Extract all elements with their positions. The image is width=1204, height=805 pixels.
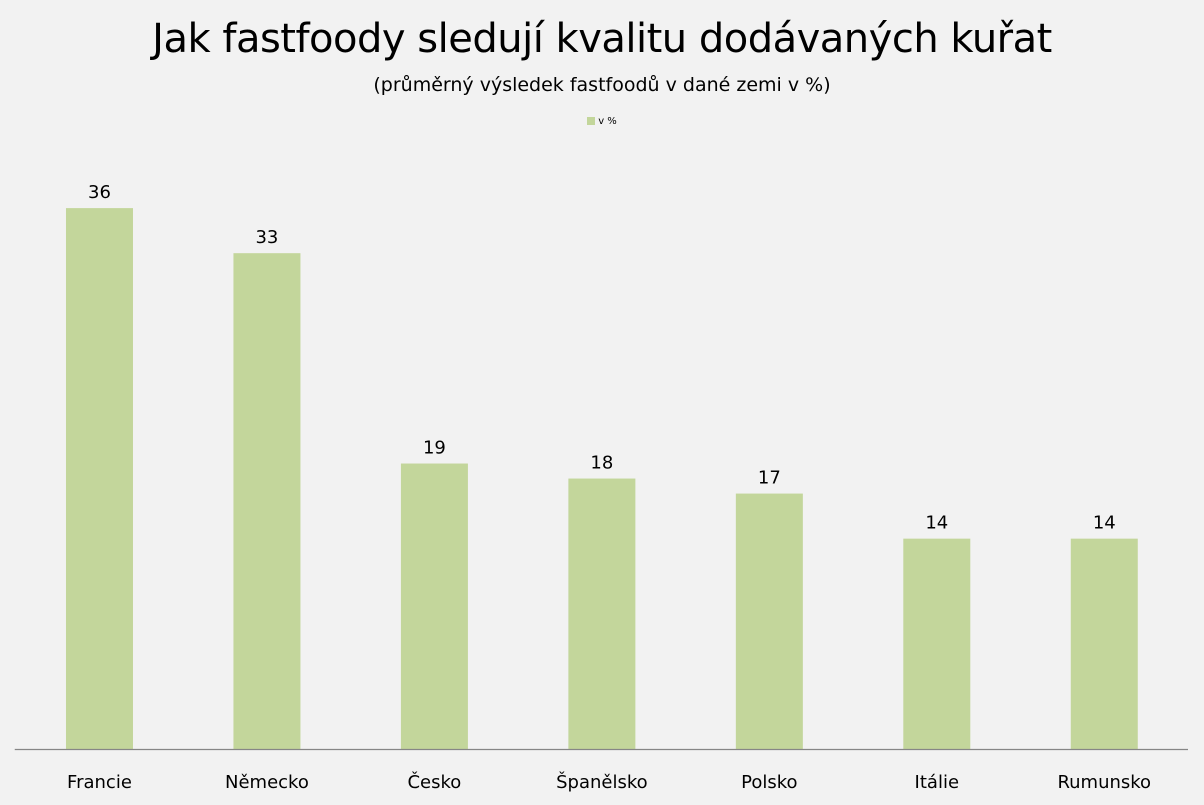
- legend-swatch: [587, 117, 596, 125]
- bar: [233, 253, 301, 750]
- bar: [1070, 538, 1138, 749]
- chart-title: Jak fastfoody sledují kvalitu dodávaných…: [152, 16, 1052, 62]
- x-tick-label: Itálie: [915, 772, 959, 793]
- data-label: 33: [255, 227, 278, 248]
- bar: [65, 208, 133, 750]
- bar: [400, 463, 468, 749]
- data-label: 18: [590, 453, 613, 474]
- data-label: 19: [423, 438, 446, 459]
- x-tick-label: Španělsko: [556, 771, 648, 793]
- x-tick-label: Německo: [225, 772, 309, 793]
- x-tick-label: Francie: [67, 772, 132, 793]
- bar: [903, 538, 971, 749]
- data-label: 14: [1093, 513, 1116, 534]
- x-tick-label: Česko: [407, 771, 461, 793]
- bar: [568, 478, 636, 749]
- legend: v %: [0, 116, 1204, 127]
- data-label: 17: [758, 468, 781, 489]
- bar: [735, 493, 803, 749]
- legend-label: v %: [598, 116, 617, 127]
- chart-subtitle: (průměrný výsledek fastfoodů v dané zemi…: [373, 74, 831, 96]
- data-label: 14: [925, 513, 948, 534]
- data-label: 36: [88, 182, 111, 203]
- x-tick-label: Polsko: [741, 772, 797, 793]
- x-tick-label: Rumunsko: [1057, 772, 1151, 793]
